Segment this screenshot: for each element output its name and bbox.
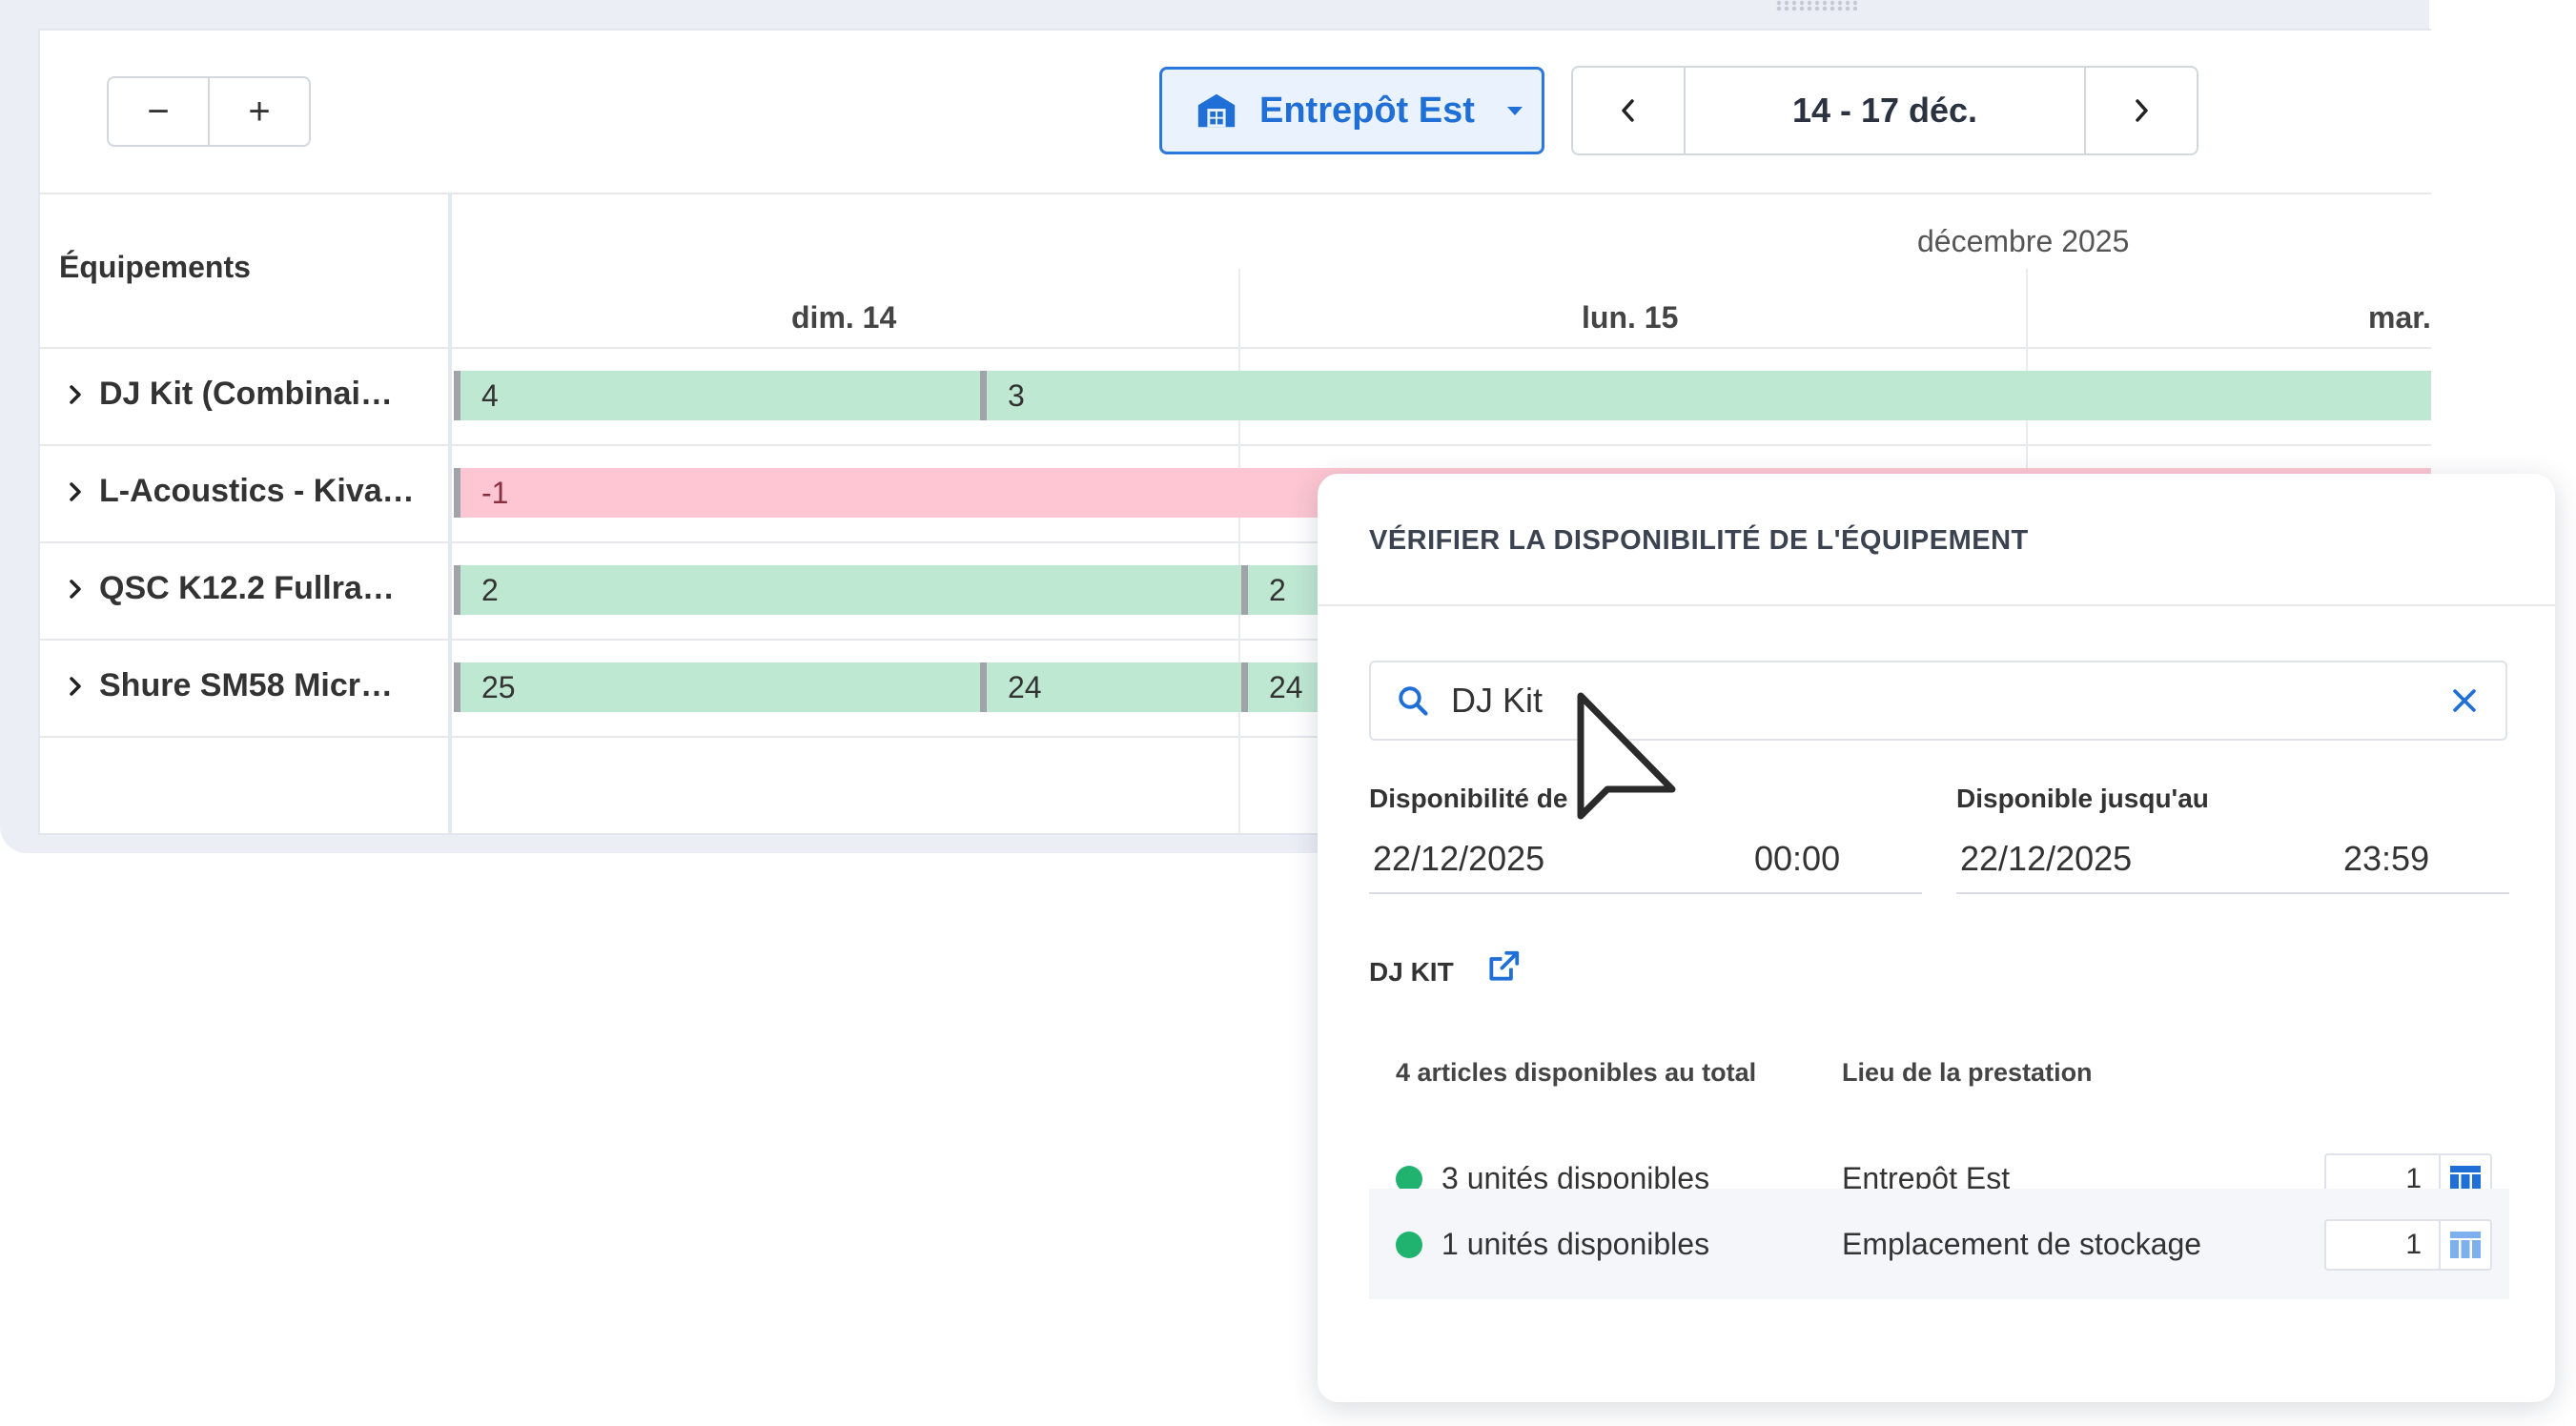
equipment-name: QSC K12.2 Fullra… <box>99 570 395 606</box>
from-time-field[interactable]: 00:00 <box>1754 839 1841 878</box>
total-available-header: 4 articles disponibles au total <box>1396 1058 1757 1087</box>
warehouse-icon <box>1197 93 1236 128</box>
equipment-row-kiva[interactable]: L-Acoustics - Kiva… <box>67 473 415 510</box>
external-link-icon[interactable] <box>1485 948 1522 985</box>
equipment-row-qsc[interactable]: QSC K12.2 Fullra… <box>67 570 395 607</box>
divider <box>40 541 2431 543</box>
quantity-input[interactable] <box>2324 1219 2439 1271</box>
table-icon <box>2450 1166 2481 1192</box>
to-time-field[interactable]: 23:59 <box>2343 839 2430 878</box>
day-header: dim. 14 <box>791 300 897 335</box>
zoom-controls: − + <box>107 76 311 147</box>
divider <box>40 444 2431 446</box>
chevron-right-icon <box>2136 99 2148 122</box>
table-icon <box>2450 1232 2481 1258</box>
day-header: lun. 15 <box>1582 300 1679 335</box>
kit-title: DJ KIT <box>1369 957 1454 987</box>
date-range-label[interactable]: 14 - 17 déc. <box>1684 68 2086 153</box>
status-dot <box>1396 1166 1422 1192</box>
to-label: Disponible jusqu'au <box>1956 784 2209 813</box>
chevron-left-icon <box>1622 99 1634 122</box>
divider <box>40 736 2431 738</box>
zoom-out-button[interactable]: − <box>147 90 170 132</box>
column-separator <box>448 193 452 833</box>
availability-bar[interactable]: 25 <box>454 662 980 712</box>
to-date-field[interactable]: 22/12/2025 <box>1960 839 2133 878</box>
availability-bar[interactable]: 3 <box>980 371 2431 420</box>
availability-check-popup: VÉRIFIER LA DISPONIBILITÉ DE L'ÉQUIPEMEN… <box>1318 474 2555 1402</box>
day-separator <box>1238 269 1240 833</box>
drag-handle[interactable] <box>1775 0 1857 11</box>
location-name: Emplacement de stockage <box>1842 1227 2202 1261</box>
equipment-row-shure[interactable]: Shure SM58 Micr… <box>67 667 393 704</box>
location-header: Lieu de la prestation <box>1842 1058 2093 1087</box>
divider <box>40 193 2431 194</box>
divider <box>1369 892 1922 894</box>
zoom-in-button[interactable]: + <box>208 78 309 145</box>
cursor-icon <box>1577 692 1676 820</box>
chevron-right-icon <box>70 481 81 501</box>
equipment-row-dj-kit[interactable]: DJ Kit (Combinai… <box>67 376 393 413</box>
equipment-name: L-Acoustics - Kiva… <box>99 473 415 509</box>
month-label: décembre 2025 <box>1917 224 2130 258</box>
divider <box>40 347 2431 349</box>
warehouse-selector[interactable]: Entrepôt Est <box>1159 67 1544 154</box>
divider <box>1318 604 2555 606</box>
divider <box>40 639 2431 641</box>
units-available: 1 unités disponibles <box>1441 1227 1710 1261</box>
divider <box>1956 892 2509 894</box>
popup-title: VÉRIFIER LA DISPONIBILITÉ DE L'ÉQUIPEMEN… <box>1369 525 2029 556</box>
equipment-column-header: Équipements <box>59 250 251 284</box>
equipment-name: DJ Kit (Combinai… <box>99 376 393 412</box>
equipment-name: Shure SM58 Micr… <box>99 667 393 703</box>
date-navigator: 14 - 17 déc. <box>1571 66 2198 155</box>
chevron-right-icon <box>70 676 81 696</box>
from-label: Disponibilité de <box>1369 784 1568 813</box>
previous-period-button[interactable] <box>1573 68 1684 153</box>
availability-bar[interactable]: 2 <box>454 565 1241 615</box>
day-header: mar. <box>2368 300 2431 335</box>
equipment-search-field[interactable]: DJ Kit <box>1369 661 2507 741</box>
from-date-field[interactable]: 22/12/2025 <box>1373 839 1545 878</box>
chevron-right-icon <box>70 384 81 404</box>
chevron-right-icon <box>70 579 81 599</box>
availability-bar[interactable]: 4 <box>454 371 980 420</box>
availability-planner: − + Entrepôt Est 14 - 17 déc. <box>38 29 2431 835</box>
availability-row: 1 unités disponibles Emplacement de stoc… <box>1369 1189 2509 1299</box>
status-dot <box>1396 1232 1422 1258</box>
search-input[interactable]: DJ Kit <box>1451 681 1544 720</box>
caret-down-icon <box>1506 106 1523 115</box>
availability-bar[interactable]: 24 <box>980 662 1241 712</box>
search-icon <box>1399 686 1428 716</box>
close-icon[interactable] <box>2448 684 2481 717</box>
warehouse-label: Entrepôt Est <box>1259 90 1475 131</box>
table-view-button[interactable] <box>2439 1219 2492 1271</box>
next-period-button[interactable] <box>2086 68 2197 153</box>
